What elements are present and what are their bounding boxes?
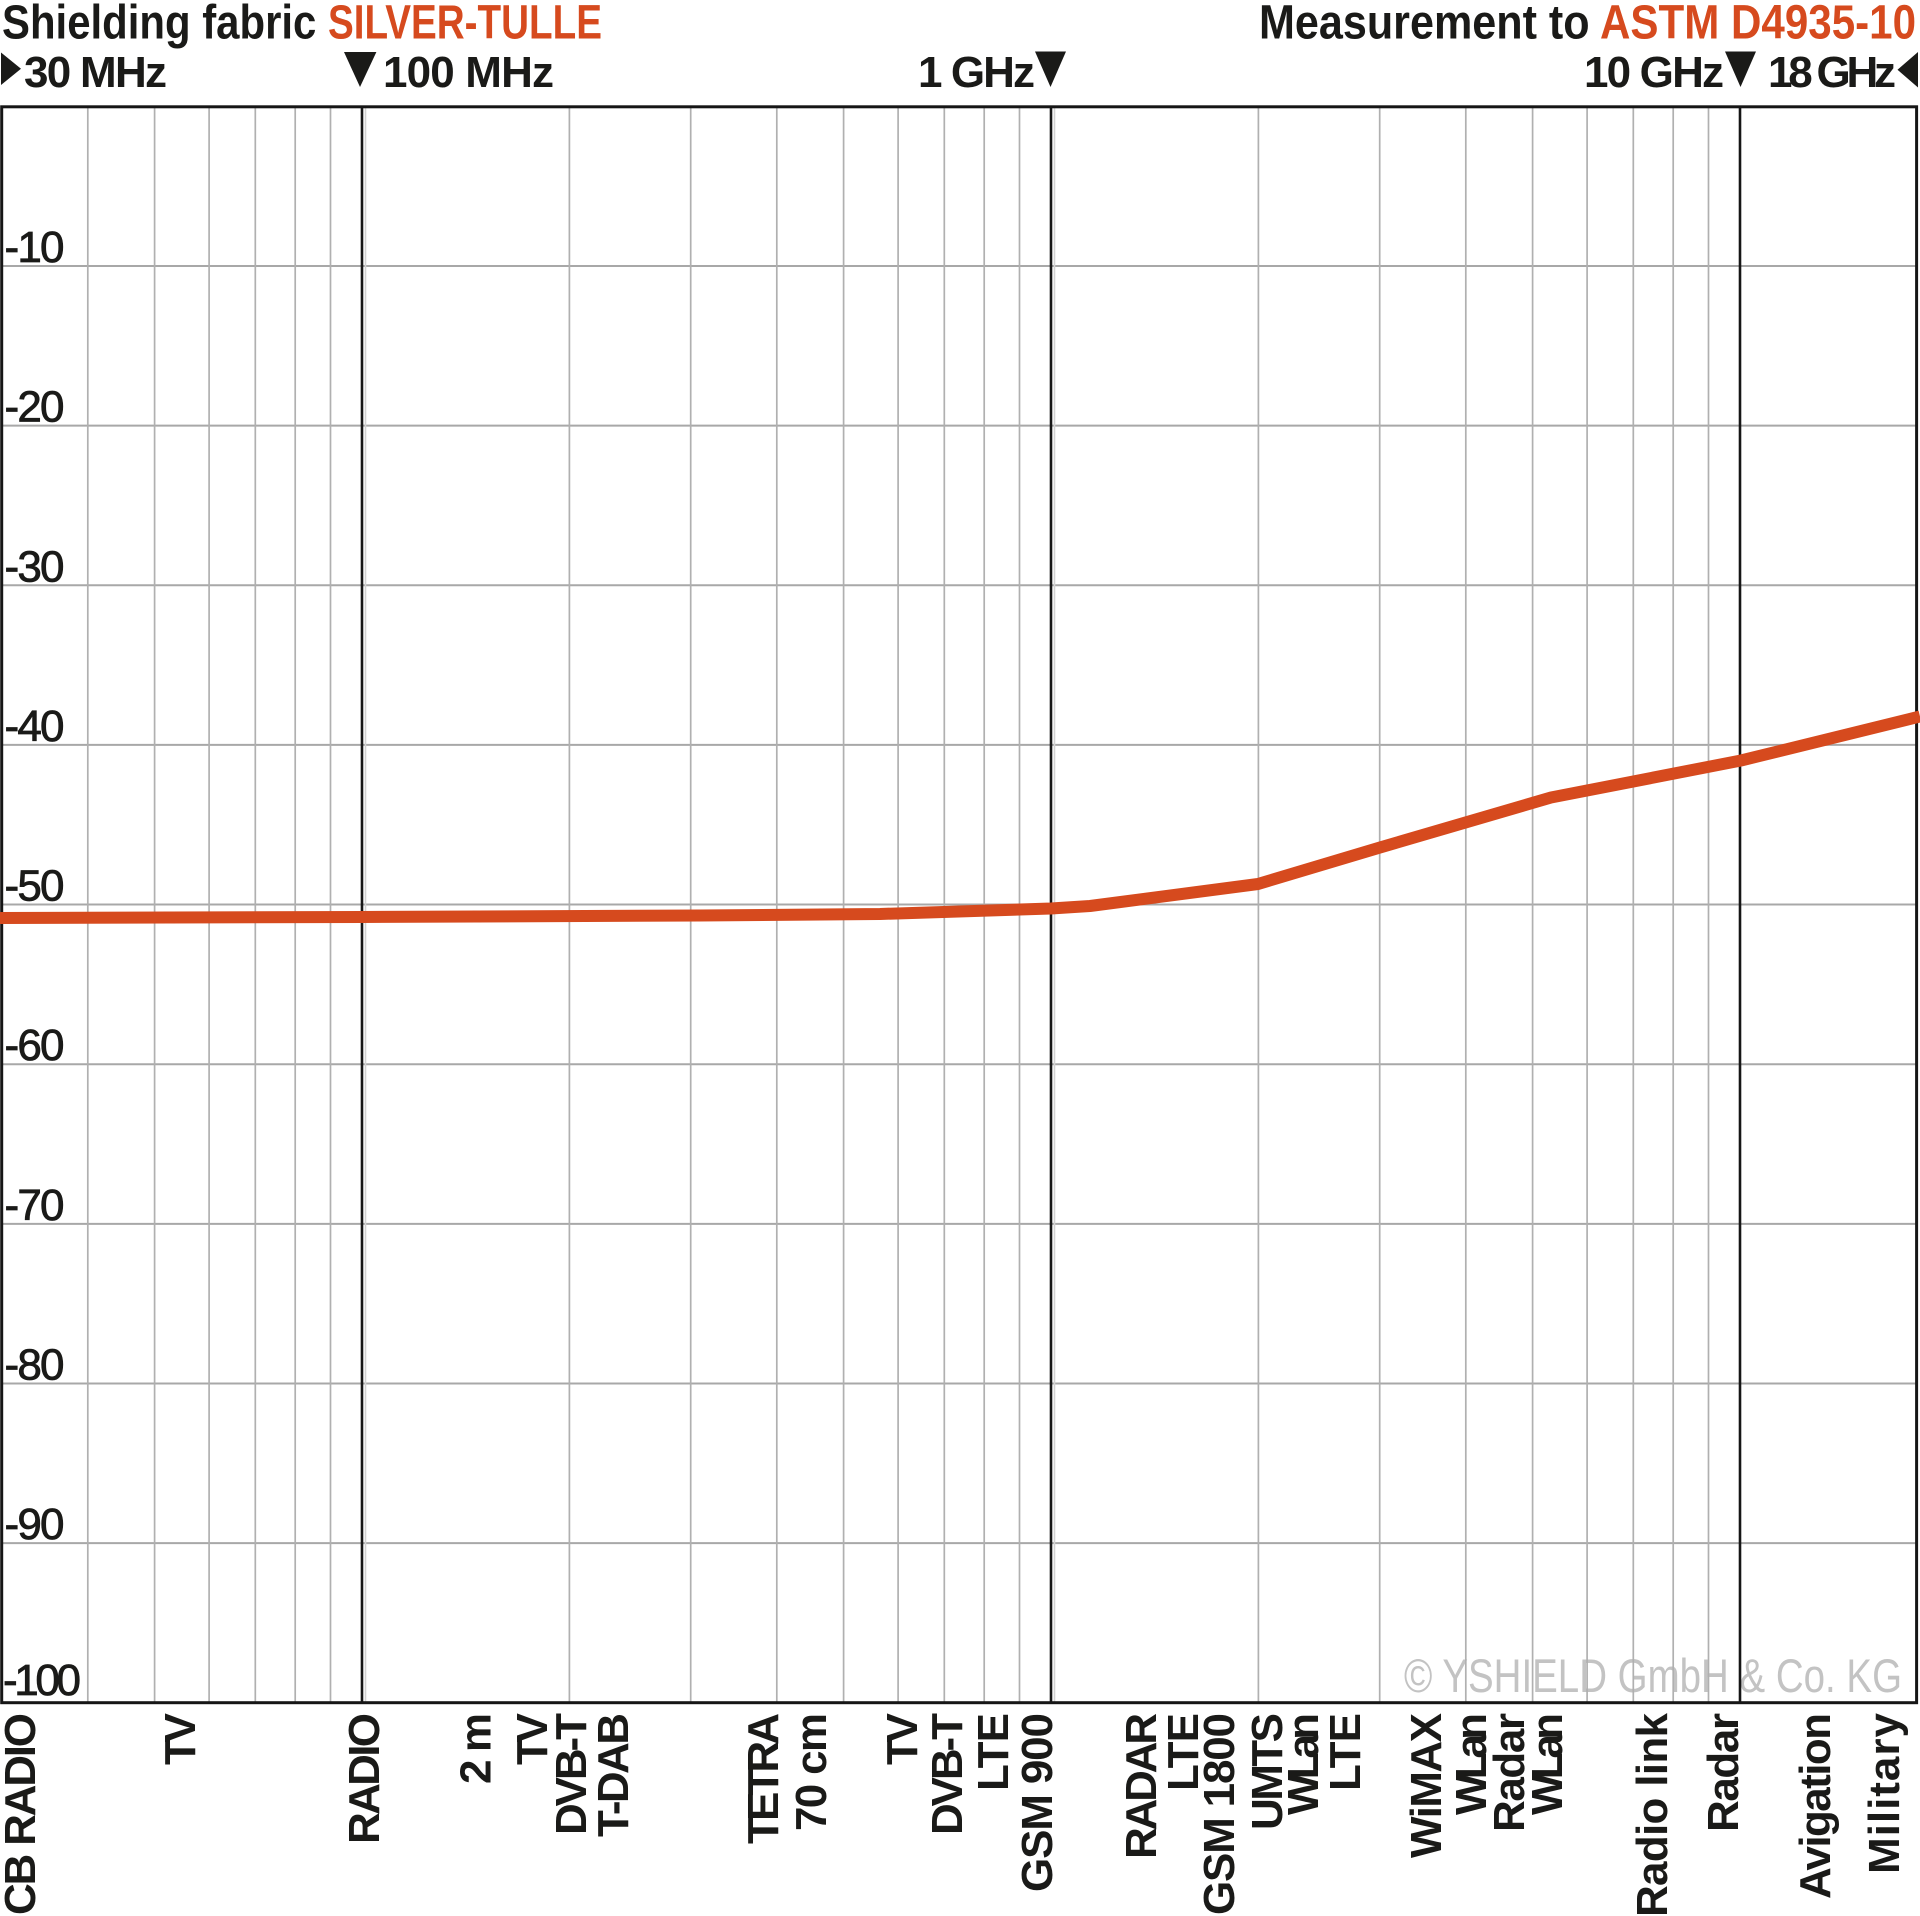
svg-text:1 GHz: 1 GHz [918,48,1035,97]
svg-text:-30: -30 [5,542,65,591]
svg-text:WLan: WLan [1279,1713,1328,1815]
svg-text:DVB-T: DVB-T [547,1713,596,1835]
svg-text:LTE: LTE [969,1713,1018,1791]
svg-text:18 GHz: 18 GHz [1768,48,1896,97]
svg-text:RADIO: RADIO [340,1713,389,1844]
svg-text:TV: TV [508,1712,557,1765]
svg-text:10 GHz: 10 GHz [1584,48,1724,97]
svg-text:-50: -50 [5,862,65,911]
svg-text:TETRA: TETRA [739,1713,788,1844]
svg-text:WLan: WLan [1447,1713,1496,1815]
svg-text:Shielding fabric SILVER-TULLE: Shielding fabric SILVER-TULLE [2,0,602,50]
svg-text:30 MHz: 30 MHz [24,48,167,97]
svg-text:GSM 1800: GSM 1800 [1195,1713,1244,1915]
svg-text:-90: -90 [5,1500,65,1549]
svg-text:RADAR: RADAR [1117,1713,1166,1859]
svg-text:-100: -100 [3,1656,81,1705]
svg-text:100 MHz: 100 MHz [383,48,554,97]
svg-text:-60: -60 [5,1021,65,1070]
svg-text:2 m: 2 m [452,1713,501,1784]
svg-text:-10: -10 [5,223,65,272]
svg-text:-80: -80 [5,1341,65,1390]
svg-text:Radar: Radar [1699,1713,1748,1832]
svg-text:TV: TV [156,1712,205,1765]
svg-text:WiMAX: WiMAX [1402,1713,1451,1858]
svg-text:LTE: LTE [1159,1713,1208,1791]
svg-text:Military: Military [1860,1712,1909,1874]
svg-text:LTE: LTE [1321,1713,1370,1791]
svg-text:UMTS: UMTS [1243,1713,1292,1830]
svg-text:Radio link: Radio link [1628,1712,1677,1916]
svg-text:T-DAB: T-DAB [589,1713,638,1837]
svg-text:WLan: WLan [1523,1713,1572,1815]
svg-text:-70: -70 [5,1181,65,1230]
svg-text:CB RADIO: CB RADIO [0,1713,45,1915]
svg-text:TV: TV [878,1712,927,1765]
svg-text:Measurement to ASTM D4935-10: Measurement to ASTM D4935-10 [1259,0,1916,50]
svg-text:Avigation: Avigation [1791,1713,1840,1899]
svg-text:-40: -40 [5,702,65,751]
svg-text:70 cm: 70 cm [787,1713,836,1831]
svg-text:Radar: Radar [1485,1713,1534,1832]
svg-text:-20: -20 [5,383,65,432]
svg-text:DVB-T: DVB-T [923,1713,972,1835]
svg-text:© YSHIELD GmbH & Co. KG: © YSHIELD GmbH & Co. KG [1404,1649,1902,1702]
svg-text:GSM 900: GSM 900 [1013,1713,1062,1892]
